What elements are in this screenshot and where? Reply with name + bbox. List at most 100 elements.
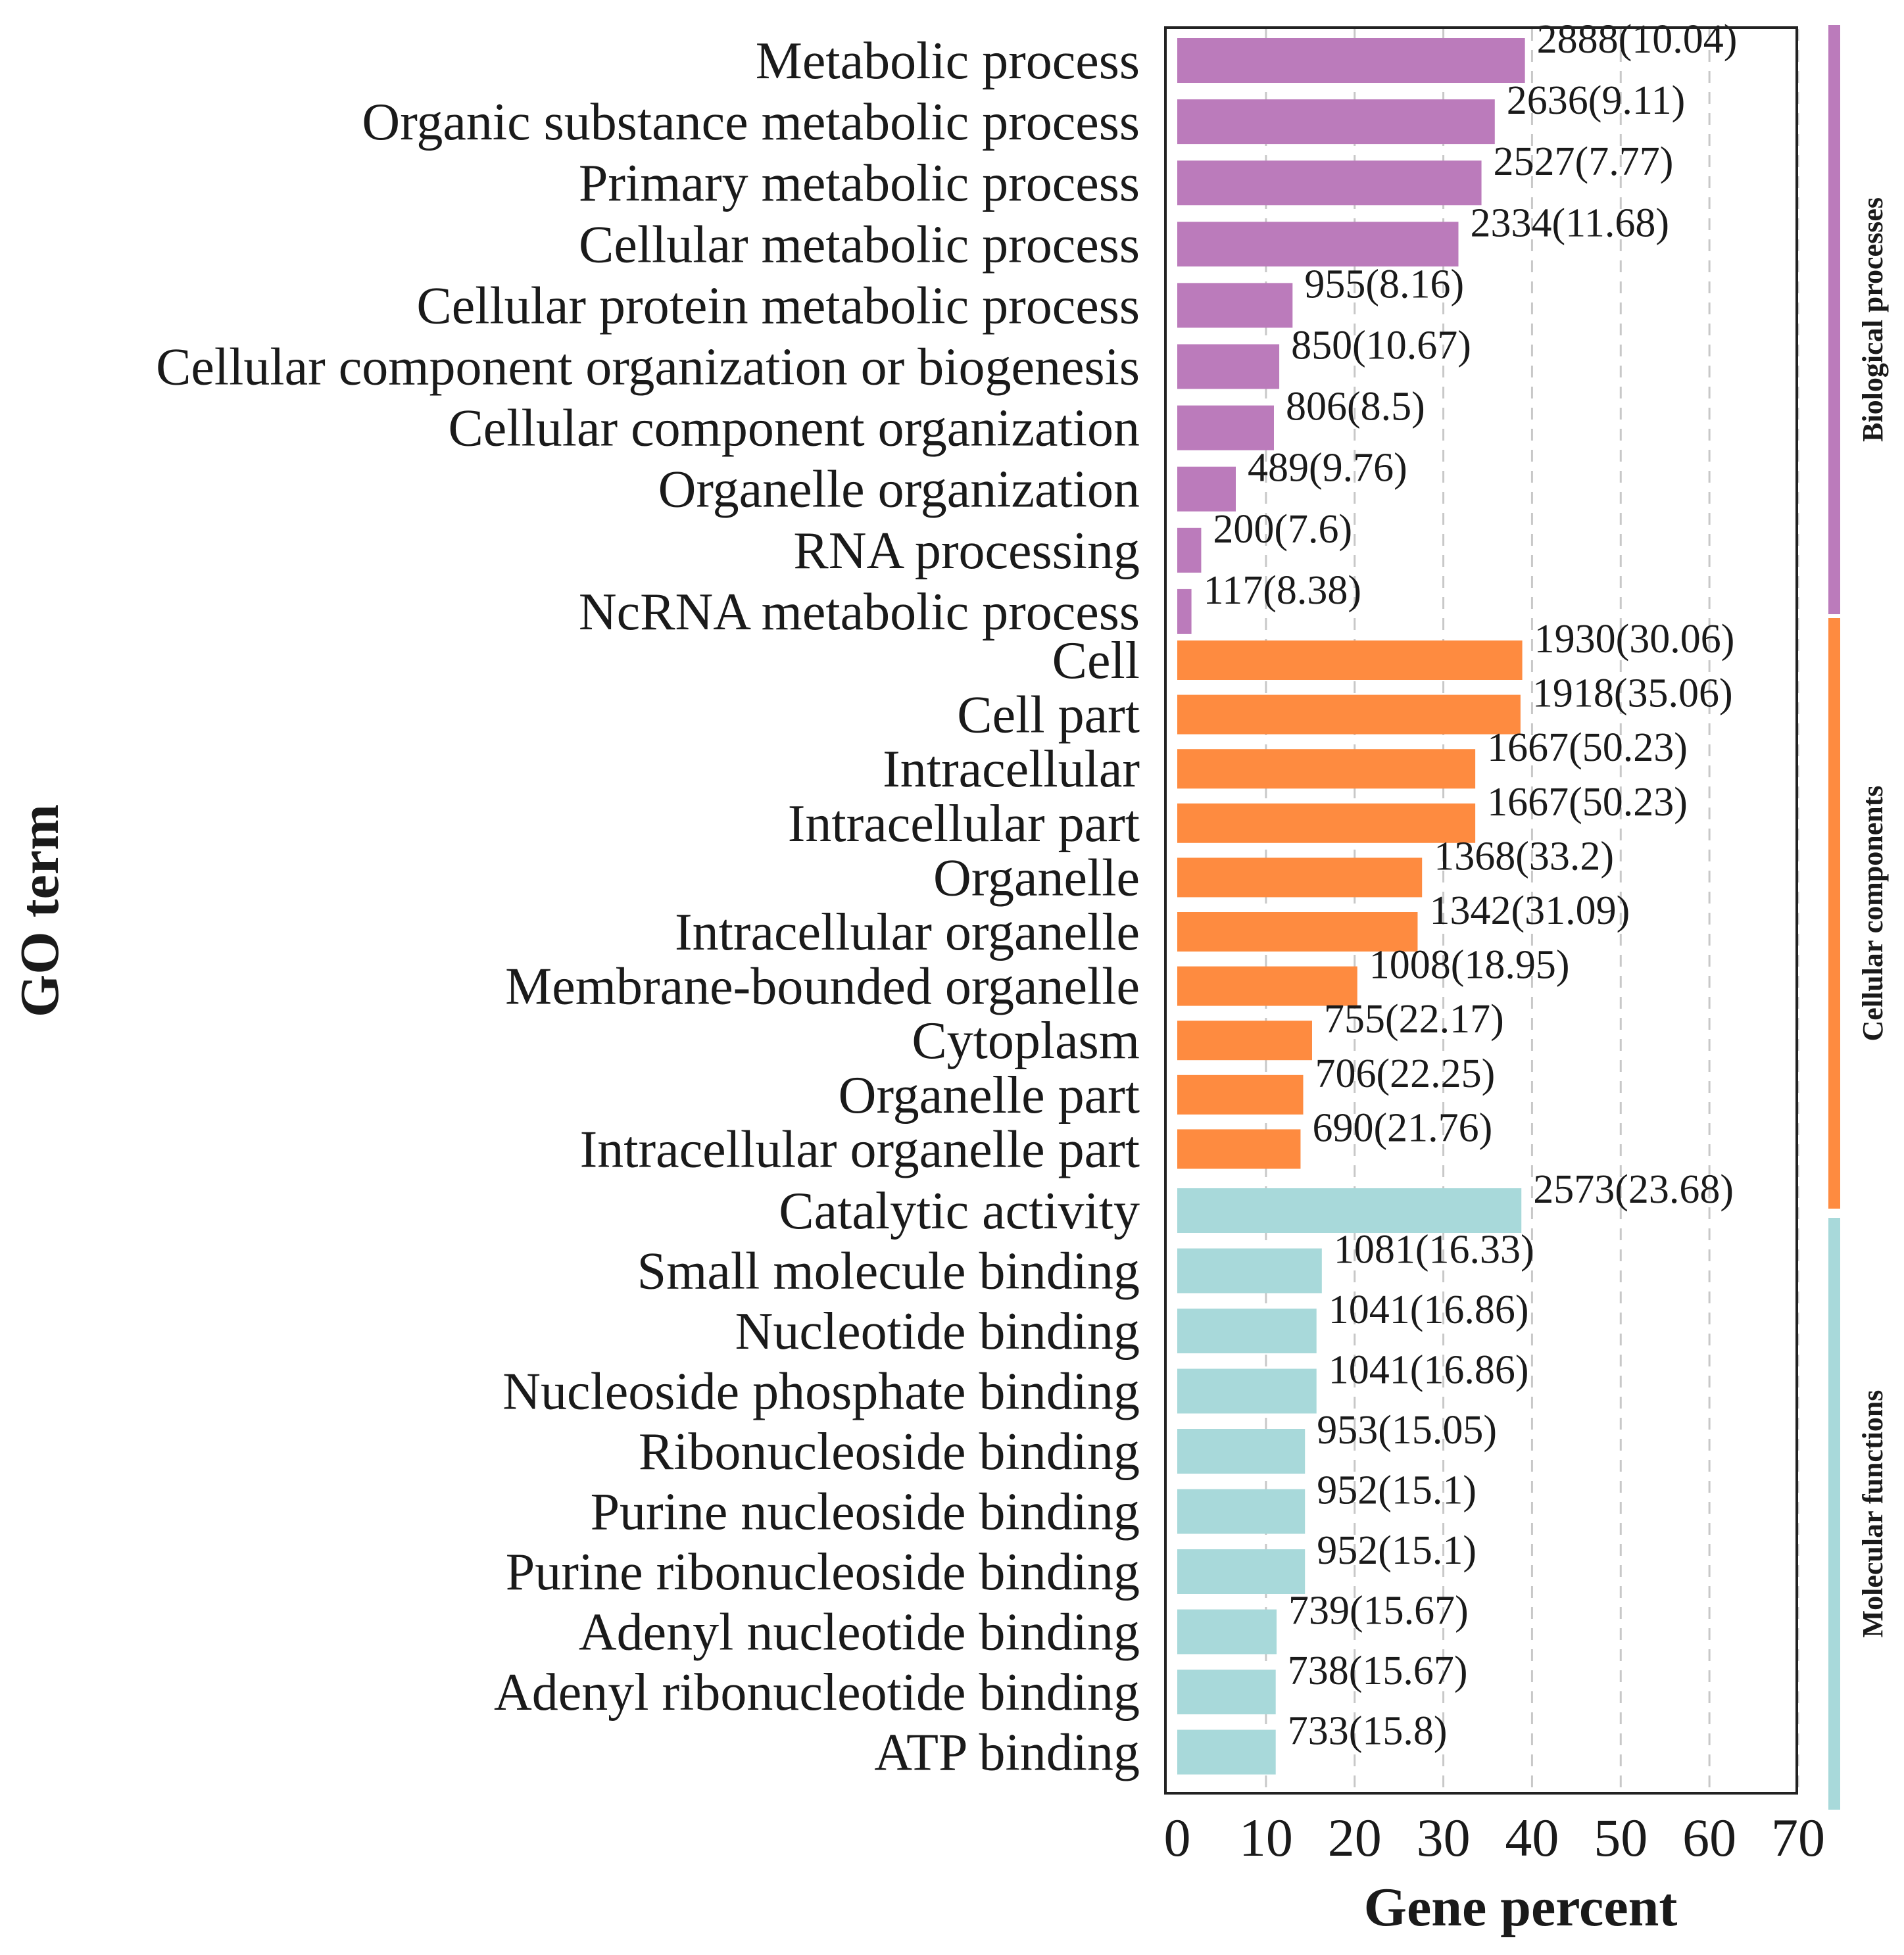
bar-value-label: 733(15.8) [1288, 1709, 1448, 1754]
bar [1177, 1549, 1306, 1594]
bar [1177, 694, 1521, 735]
bar [1177, 38, 1525, 83]
bar [1177, 1188, 1522, 1233]
bar [1177, 803, 1476, 843]
category-label: Adenyl ribonucleotide binding [494, 1664, 1140, 1722]
bar [1177, 466, 1236, 512]
bar-value-label: 489(9.76) [1248, 446, 1407, 491]
bar-value-label: 850(10.67) [1291, 324, 1471, 368]
bar-value-label: 755(22.17) [1324, 997, 1504, 1042]
bar [1177, 99, 1495, 145]
category-label: Adenyl nucleotide binding [579, 1604, 1140, 1662]
bar-value-label: 2636(9.11) [1507, 78, 1686, 123]
bar [1177, 160, 1482, 206]
bar [1177, 912, 1418, 952]
bar [1177, 283, 1293, 328]
category-label: Membrane-bounded organelle [505, 958, 1140, 1016]
bar-value-label: 200(7.6) [1213, 507, 1352, 552]
category-label: Cellular component organization [448, 400, 1140, 458]
bar-value-label: 2888(10.04) [1537, 17, 1738, 62]
group-label: Biological processes [1857, 197, 1889, 442]
bar-value-label: 1930(30.06) [1534, 617, 1735, 662]
category-label: Purine ribonucleoside binding [506, 1543, 1140, 1601]
bar [1177, 1489, 1306, 1534]
bar-value-label: 2334(11.68) [1470, 201, 1669, 245]
category-label: Cellular component organization or bioge… [156, 339, 1140, 397]
bar [1177, 1074, 1304, 1115]
bar-value-label: 117(8.38) [1204, 568, 1362, 613]
bar [1177, 1129, 1301, 1169]
category-label: Intracellular organelle part [580, 1121, 1140, 1178]
x-tick-label: 20 [1328, 1808, 1382, 1868]
bars [1177, 38, 1525, 1775]
bar [1177, 1021, 1312, 1061]
category-label: Cell [1052, 632, 1140, 690]
x-tick-labels: 0 10 20 30 40 50 60 70 [1164, 1808, 1826, 1868]
bar [1177, 344, 1280, 389]
category-label: Catalytic activity [779, 1182, 1140, 1240]
category-label: Organelle [933, 849, 1140, 907]
bar-value-label: 738(15.67) [1288, 1649, 1468, 1693]
bar-value-label: 706(22.25) [1315, 1051, 1495, 1096]
bar [1177, 405, 1274, 450]
bar-value-label: 1041(16.86) [1329, 1288, 1529, 1332]
category-label: Cell part [957, 687, 1140, 744]
bar [1177, 1309, 1317, 1353]
group-strip [1828, 1218, 1840, 1810]
bar [1177, 966, 1357, 1006]
bar [1177, 640, 1523, 680]
x-tick-label: 70 [1771, 1808, 1825, 1868]
category-label: Intracellular part [788, 795, 1140, 853]
x-tick-label: 40 [1505, 1808, 1559, 1868]
group-strip [1828, 25, 1840, 614]
bar-value-label: 955(8.16) [1304, 262, 1464, 306]
category-label: Primary metabolic process [579, 155, 1140, 212]
category-label: Intracellular organelle [675, 904, 1140, 961]
category-label: Cellular protein metabolic process [416, 277, 1140, 335]
category-label: Small molecule binding [637, 1243, 1140, 1301]
bar-value-label: 952(15.1) [1317, 1468, 1477, 1513]
bar-value-label: 1918(35.06) [1532, 671, 1733, 716]
bar-value-label: 806(8.5) [1286, 385, 1425, 429]
bar [1177, 1729, 1276, 1775]
category-label: Organelle organization [658, 461, 1140, 519]
category-label: Nucleotide binding [735, 1303, 1140, 1361]
category-label: Intracellular [883, 740, 1140, 798]
category-label: RNA processing [793, 522, 1140, 580]
bar-value-label: 690(21.76) [1312, 1105, 1492, 1150]
bar [1177, 857, 1423, 898]
category-label: Nucleoside phosphate binding [502, 1363, 1140, 1421]
bar-value-label: 953(15.05) [1317, 1408, 1497, 1453]
group-label: Molecular functions [1857, 1390, 1889, 1638]
category-label: Purine nucleoside binding [591, 1484, 1140, 1541]
bar-value-label: 1667(50.23) [1487, 725, 1688, 770]
bar [1177, 1609, 1277, 1654]
bar-value-label: 2527(7.77) [1494, 139, 1674, 184]
y-axis-title: GO term [9, 804, 70, 1017]
plot-frame [1164, 26, 1798, 1795]
group-strip [1828, 618, 1840, 1209]
bar-value-label: 1081(16.33) [1334, 1228, 1534, 1272]
x-tick-label: 10 [1239, 1808, 1293, 1868]
group-strips: Biological processes Cellular components M… [1828, 25, 1889, 1810]
x-axis-title: Gene percent [1364, 1877, 1678, 1938]
bar-value-label: 2573(23.68) [1533, 1167, 1734, 1212]
bar-value-label: 739(15.67) [1288, 1589, 1469, 1633]
bar-value-label: 1041(16.86) [1329, 1348, 1529, 1393]
bar [1177, 1368, 1317, 1414]
bar [1177, 222, 1459, 267]
bar [1177, 1429, 1306, 1474]
category-label: Organic substance metabolic process [362, 93, 1140, 151]
category-label: Ribonucleoside binding [639, 1423, 1140, 1481]
category-label: Cytoplasm [912, 1012, 1140, 1070]
group-label: Cellular components [1857, 785, 1889, 1041]
value-labels: 2888(10.04) 2636(9.11) 2527(7.77) 2334(11.6… [1204, 17, 1738, 1754]
bar [1177, 527, 1202, 573]
x-tick-label: 0 [1164, 1808, 1191, 1868]
category-label: ATP binding [874, 1724, 1140, 1782]
bar-value-label: 1342(31.09) [1429, 888, 1630, 933]
category-label: Organelle part [839, 1067, 1140, 1124]
